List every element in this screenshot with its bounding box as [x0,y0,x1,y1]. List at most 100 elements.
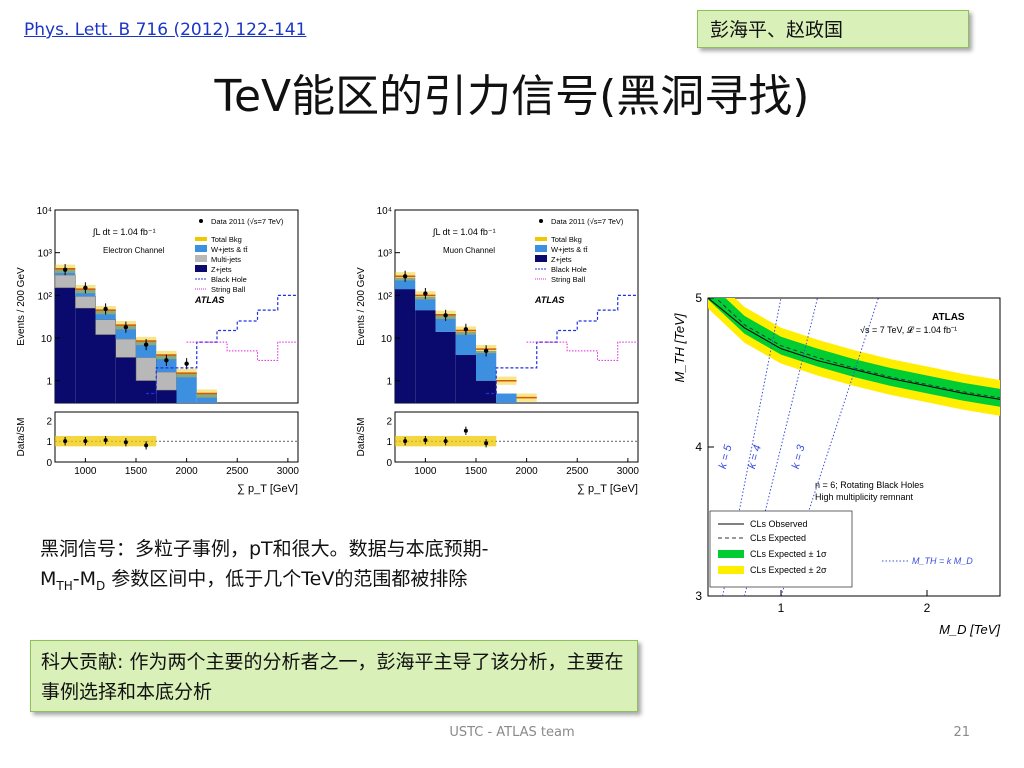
data-point [483,348,489,354]
x-tick-label: 3000 [617,466,640,477]
multijets-bar [115,338,137,358]
x-tick-label: 3000 [277,466,300,477]
data-point [463,327,469,332]
y-tick-label: 4 [695,440,702,454]
legend-label: Total Bkg [211,235,242,244]
legend-total-bkg-swatch [535,237,547,241]
data-point [123,324,129,330]
wjets-bar [196,393,217,403]
k-line [722,298,782,596]
desc-m: M [40,568,57,590]
legend-label: CLs Expected ± 1σ [750,549,827,559]
ratio-point [83,439,88,444]
x-tick-label: 1 [778,601,785,615]
ratio-point [144,443,149,448]
ratio-tick-label: 0 [386,458,392,469]
y-tick-label: 1 [46,377,52,388]
zjets-bar [435,331,456,403]
y-tick-label: 10 [41,334,53,345]
ratio-axis-label: Data/SM [16,418,27,457]
contribution-text: 科大贡献: 作为两个主要的分析者之一，彭海平主导了该分析，主要在事例选择和本底分… [41,651,624,703]
ratio-tick-label: 2 [386,416,392,427]
string-ball-signal [186,341,298,361]
x-tick-label: 1500 [125,466,148,477]
desc-sub-d: D [96,578,106,593]
y-tick-label: 5 [695,291,702,305]
x-axis-label: ∑ p_T [GeV] [577,483,638,495]
data-point [143,342,149,347]
observed-line [708,298,1000,400]
legend-label: CLs Expected ± 2σ [750,565,827,575]
zjets-bar [95,334,116,403]
x-axis-label: M_D [TeV] [939,622,1000,637]
data-point [423,291,428,296]
legend-swatch [535,255,547,262]
reference-link[interactable]: Phys. Lett. B 716 (2012) 122-141 [24,20,307,40]
y-tick-label: 10⁴ [37,206,52,217]
ratio-axis-label: Data/SM [356,418,367,457]
k-line [744,298,818,596]
multijets-bar [135,357,157,381]
bkg-uncertainty-band [196,389,217,398]
legend-label: W+jets & tt̄ [551,245,588,254]
data-point [83,285,88,291]
x-tick-label: 1000 [414,466,437,477]
multijets-bar [54,274,76,289]
y-tick-label: 10³ [38,249,53,260]
page-number: 21 [953,725,970,740]
ratio-point [403,439,408,444]
ratio-point [484,441,489,446]
data-point [402,274,408,279]
ratio-point [423,438,428,443]
description-text: 黑洞信号：多粒子事例，pT和很大。数据与本底预期- MTH-MD 参数区间中，低… [40,534,652,601]
legend-label: W+jets & tt̄ [211,245,248,254]
footer-text: USTC - ATLAS team [449,725,575,740]
description-line-1: 黑洞信号：多粒子事例，pT和很大。数据与本底预期- [40,538,489,560]
legend-label: Black Hole [551,265,587,274]
ratio-point [463,428,468,433]
exclusion-bands [708,298,1000,596]
authors-text: 彭海平、赵政国 [710,19,844,41]
legend-label: CLs Expected [750,533,806,543]
legend-swatch [535,245,547,252]
data-point [103,306,108,312]
zjets-bar [156,390,177,403]
x-axis-label: ∑ p_T [GeV] [237,483,298,495]
data-point [443,313,448,318]
wjets-bar [395,277,416,290]
zjets-bar [75,308,96,403]
legend-swatch [195,255,207,262]
bkg-uncertainty-band [516,393,537,402]
lumi-label: ∫L dt = 1.04 fb⁻¹ [432,227,496,237]
expected-line [715,298,1000,399]
legend-label: String Ball [211,285,246,294]
multijets-bar [95,319,116,335]
slide-title: TeV能区的引力信号(黑洞寻找) [214,71,810,122]
y-tick-label: 3 [695,589,702,603]
legend-label: Total Bkg [551,235,582,244]
string-ball-signal [526,341,638,361]
zjets-bar [476,380,497,403]
black-hole-signal [486,294,638,395]
legend-label: Z+jets [551,255,572,264]
ratio-tick-label: 0 [46,458,52,469]
x-tick-label: 2000 [516,466,539,477]
ratio-point [123,440,128,445]
legend-label: Data 2011 (√s=7 TeV) [211,217,284,226]
ratio-tick-label: 2 [46,416,52,427]
y-tick-label: 10 [381,334,393,345]
y-tick-label: 10³ [378,249,393,260]
ratio-point [443,439,448,444]
zjets-bar [415,310,436,403]
wjets-bar [95,310,116,320]
x-tick-label: 2500 [566,466,589,477]
atlas-label: ATLAS [534,295,564,305]
legend-label: Data 2011 (√s=7 TeV) [551,217,624,226]
legend-data-marker [539,219,543,223]
legend-label: CLs Observed [750,519,808,529]
energy-label: √s = 7 TeV, 𝓛 = 1.04 fb⁻¹ [860,325,957,335]
legend-label: String Ball [551,275,586,284]
x-tick-label: 2000 [176,466,199,477]
